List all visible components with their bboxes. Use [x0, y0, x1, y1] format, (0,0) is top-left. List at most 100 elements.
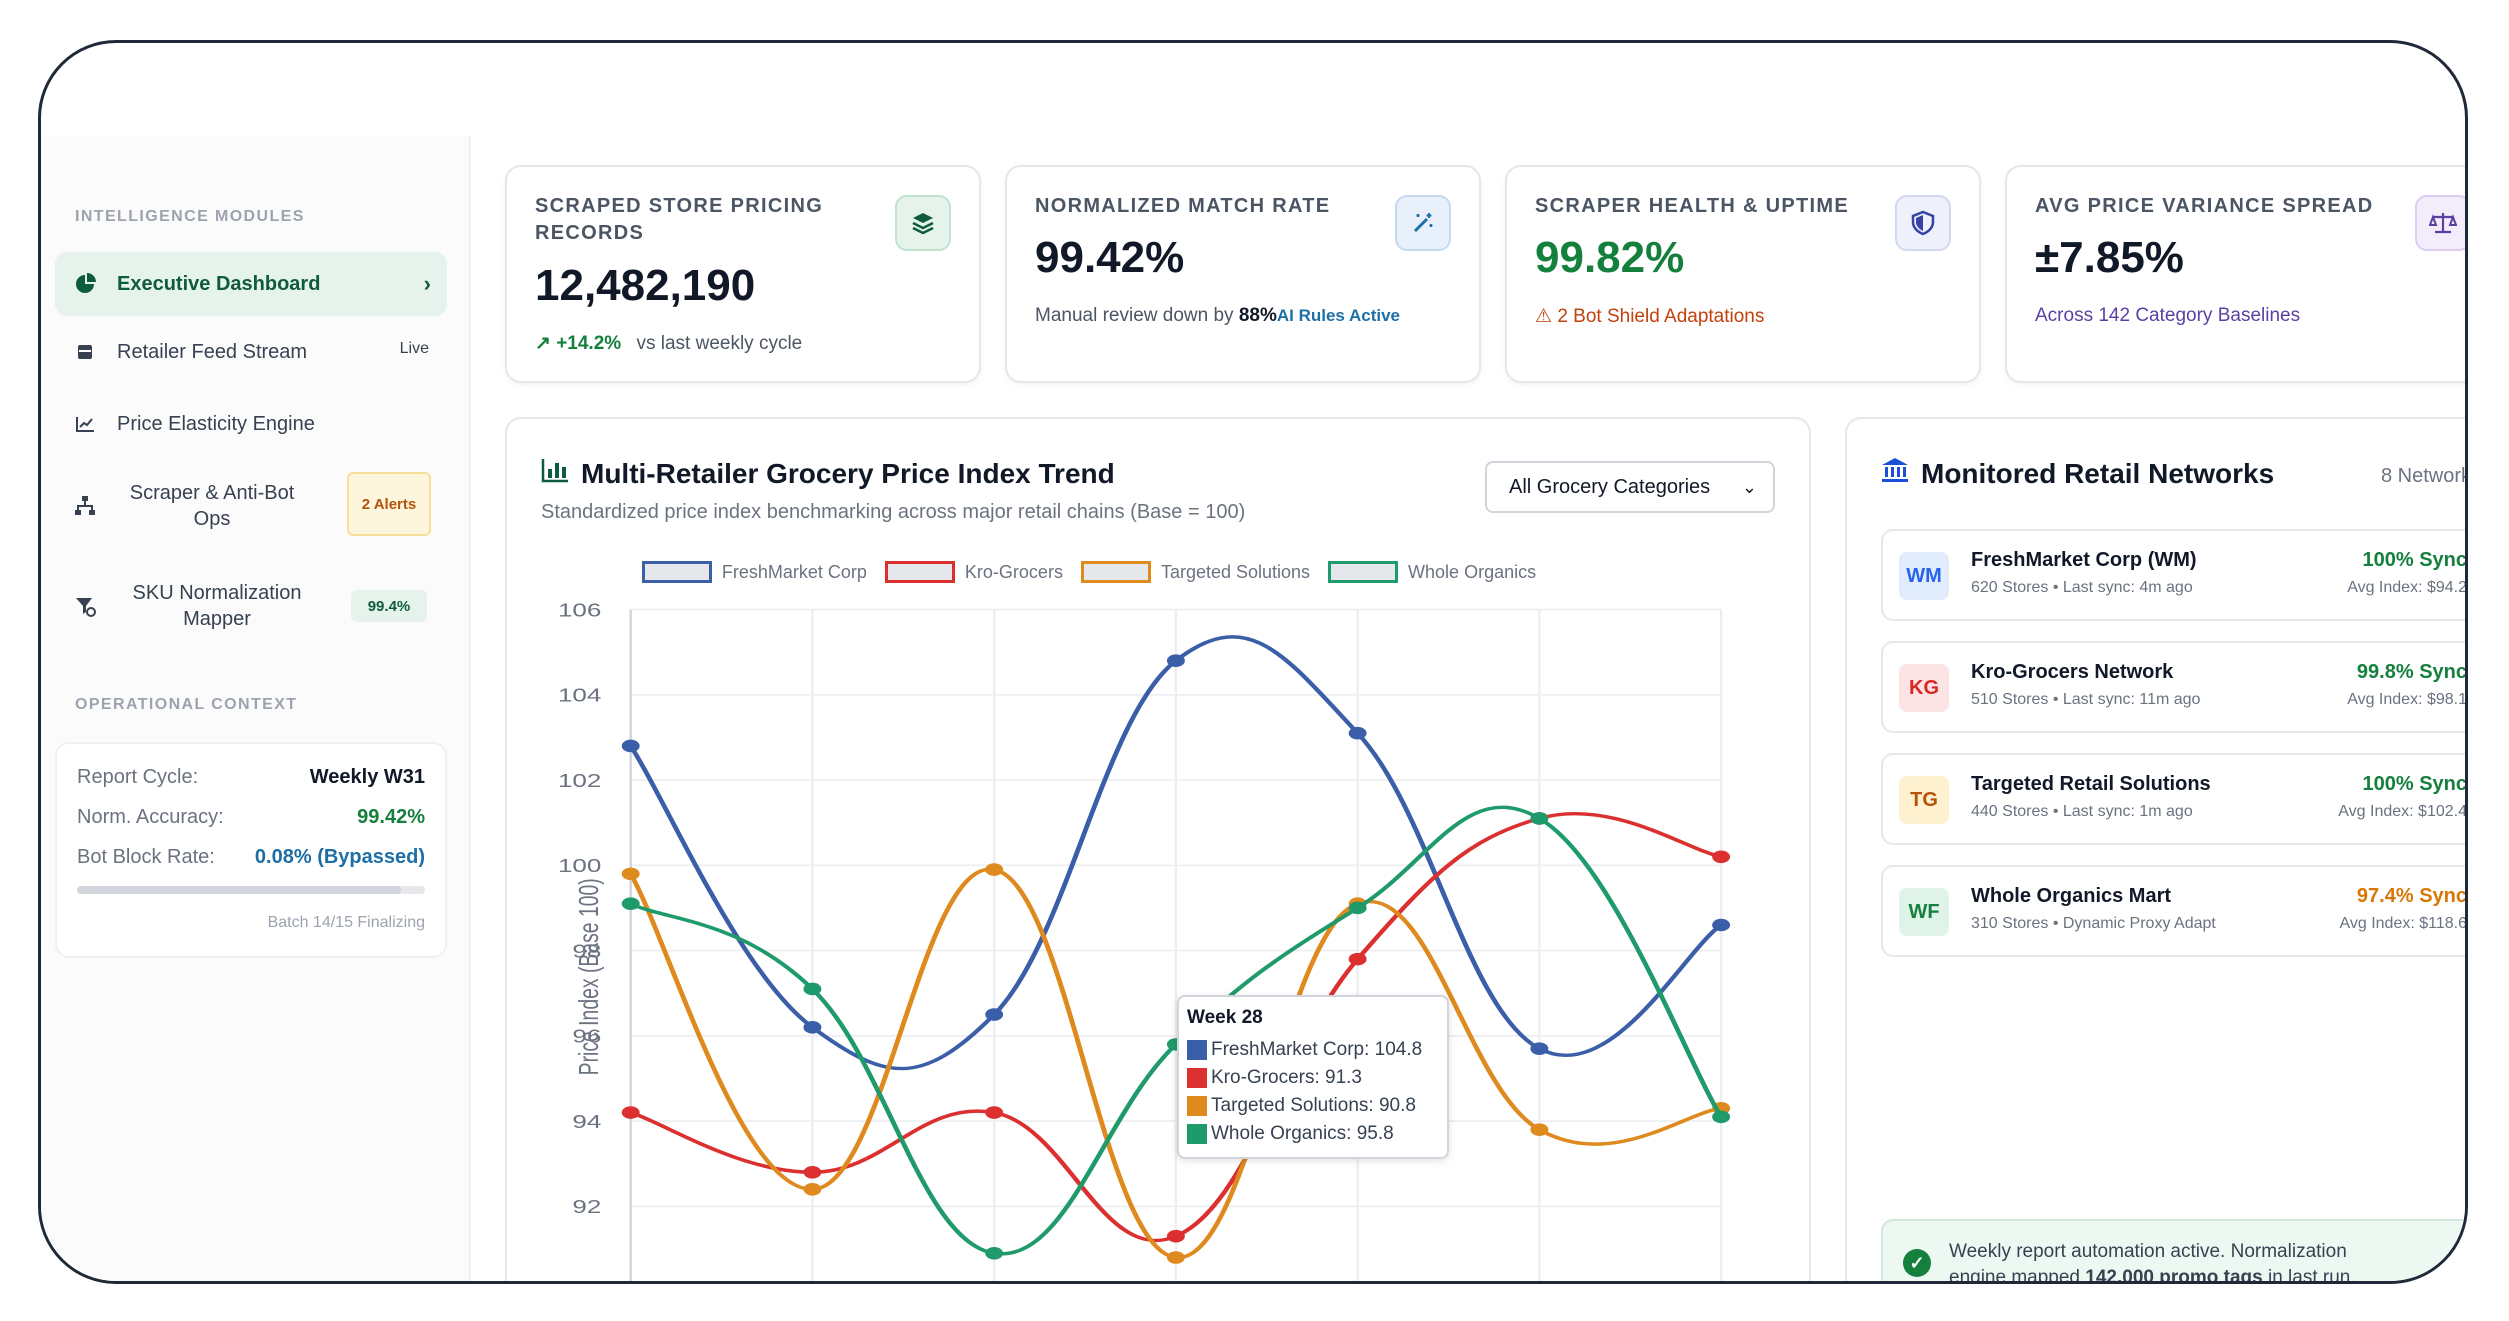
chart-title-row: Multi-Retailer Grocery Price Index Trend: [541, 457, 1115, 490]
tooltip-text: Whole Organics: 95.8: [1211, 1123, 1394, 1144]
operational-context-card: Report Cycle: Weekly W31 Norm. Accuracy:…: [55, 742, 447, 958]
section-heading-context: OPERATIONAL CONTEXT: [75, 696, 298, 713]
legend-swatch: [641, 561, 712, 583]
bank-icon: [1881, 457, 1909, 490]
chart-subtitle: Standardized price index benchmarking ac…: [541, 501, 1246, 523]
kpi-value: 12,482,190: [535, 261, 756, 310]
kpi-label: SCRAPER HEALTH & UPTIME: [1535, 195, 1849, 217]
legend-item[interactable]: Targeted Solutions: [1080, 561, 1311, 583]
live-badge: Live: [399, 340, 429, 357]
sidebar-item-label: Retailer Feed Stream: [117, 340, 308, 363]
legend-swatch: [884, 561, 955, 583]
legend-label: FreshMarket Corp: [721, 561, 867, 582]
kpi-label: NORMALIZED MATCH RATE: [1035, 195, 1331, 217]
kpi-sub: Across 142 Category Baselines: [2035, 305, 2301, 326]
data-point: [621, 867, 640, 881]
notice-bold: 142,000 promo tags: [2085, 1267, 2263, 1284]
network-avg-index: Avg Index: $98.1: [2347, 691, 2467, 708]
network-card[interactable]: WF Whole Organics Mart 310 Stores • Dynami…: [1881, 865, 2467, 957]
tooltip-text: FreshMarket Corp: 104.8: [1211, 1039, 1423, 1060]
kpi-label: SCRAPED STORE PRICING RECORDS: [535, 195, 824, 244]
data-point: [1166, 654, 1185, 667]
ai-rules-badge: AI Rules Active: [1276, 306, 1400, 325]
tooltip-swatch: [1187, 1040, 1207, 1060]
norm-accuracy-label: Norm. Accuracy:: [77, 806, 224, 828]
legend-item[interactable]: FreshMarket Corp: [641, 561, 867, 583]
network-detail: 510 Stores • Last sync: 11m ago: [1971, 691, 2201, 708]
sidebar-item-executive-dashboard[interactable]: Executive Dashboard ›: [55, 252, 447, 316]
y-tick-label: 90: [572, 1282, 601, 1284]
data-point: [803, 1165, 822, 1179]
tooltip-swatch: [1187, 1096, 1207, 1116]
sidebar-item-label: Price Elasticity Engine: [117, 412, 315, 435]
batch-progress-track: [77, 886, 425, 894]
network-avg-index: Avg Index: $102.4: [2338, 803, 2467, 820]
network-detail: 310 Stores • Dynamic Proxy Adapt: [1971, 915, 2216, 932]
data-point: [985, 1106, 1004, 1119]
networks-title-row: Monitored Retail Networks: [1881, 457, 2274, 490]
bot-block-label: Bot Block Rate:: [77, 846, 215, 868]
data-point: [621, 1106, 640, 1119]
sidebar-item-scraper-ops[interactable]: Scraper & Anti-Bot Ops 2 Alerts: [55, 466, 447, 546]
data-point: [985, 1246, 1004, 1260]
data-point: [1348, 952, 1367, 966]
tooltip-swatch: [1187, 1124, 1207, 1144]
kpi-card-price-variance: AVG PRICE VARIANCE SPREAD ±7.85% Across …: [2005, 165, 2465, 383]
y-tick-label: 92: [572, 1197, 601, 1217]
filter-icon: [73, 594, 97, 618]
network-avg-index: Avg Index: $94.2: [2347, 579, 2467, 596]
y-tick-label: 100: [558, 856, 601, 876]
network-card[interactable]: WM FreshMarket Corp (WM) 620 Stores • Last…: [1881, 529, 2467, 621]
notice-text: in last run.: [2262, 1267, 2356, 1284]
network-card[interactable]: TG Targeted Retail Solutions 440 Stores • …: [1881, 753, 2467, 845]
tooltip-line: Whole Organics: 95.8: [1187, 1123, 1394, 1145]
automation-notice: ✓ Weekly report automation active. Norma…: [1881, 1219, 2465, 1284]
network-name: Targeted Retail Solutions: [1971, 773, 2211, 795]
sidebar-item-retailer-feed-stream[interactable]: Retailer Feed Stream Live: [55, 324, 447, 380]
data-point: [1712, 1110, 1731, 1124]
kpi-sub-row: ⚠ 2 Bot Shield Adaptations: [1535, 305, 1764, 328]
category-filter-select[interactable]: All Grocery Categories ⌄: [1485, 461, 1775, 513]
report-cycle-value: Weekly W31: [309, 766, 425, 788]
network-name: Kro-Grocers Network: [1971, 661, 2174, 683]
kpi-sub-row: Manual review down by 88%AI Rules Active: [1035, 305, 1400, 327]
tooltip-line: Kro-Grocers: 91.3: [1187, 1067, 1362, 1089]
data-point: [803, 1183, 822, 1196]
y-tick-label: 104: [558, 685, 601, 705]
network-icon: [73, 494, 97, 518]
chevron-down-icon: ⌄: [1741, 476, 1757, 497]
legend-swatch: [1328, 561, 1399, 583]
bot-block-row: Bot Block Rate: 0.08% (Bypassed): [77, 846, 425, 869]
kpi-value: ±7.85%: [2035, 233, 2184, 282]
price-index-chart: Price Index (Base 100) 90 92 94 96 98 100 102 1…: [558, 600, 1731, 1284]
section-heading-modules: INTELLIGENCE MODULES: [75, 208, 305, 225]
y-axis-label: Price Index (Base 100): [574, 878, 605, 1075]
legend-item[interactable]: Kro-Grocers: [884, 561, 1063, 583]
data-point: [1348, 726, 1367, 740]
batch-status: Batch 14/15 Finalizing: [267, 914, 425, 931]
network-sync: 100% Sync: [2362, 773, 2467, 795]
legend-item[interactable]: Whole Organics: [1328, 561, 1536, 583]
batch-progress-fill: [77, 886, 401, 894]
automation-notice-text: Weekly report automation active. Normali…: [1949, 1239, 2356, 1284]
data-point: [1166, 1229, 1185, 1243]
notice-line: engine mapped 142,000 promo tags in last…: [1949, 1265, 2356, 1284]
legend-label: Targeted Solutions: [1160, 561, 1311, 582]
sidebar: INTELLIGENCE MODULES Executive Dashboard…: [41, 136, 471, 1281]
network-sync: 97.4% Sync: [2356, 885, 2467, 907]
legend-swatch: [1080, 561, 1151, 583]
network-detail: 440 Stores • Last sync: 1m ago: [1971, 803, 2193, 820]
network-card[interactable]: KG Kro-Grocers Network 510 Stores • Last s…: [1881, 641, 2467, 733]
network-abbr-badge: KG: [1899, 664, 1949, 712]
chart-tooltip: Week 28 FreshMarket Corp: 104.8 Kro-Groc…: [1177, 995, 1449, 1159]
alerts-badge: 2 Alerts: [347, 472, 431, 536]
y-tick-label: 96: [572, 1026, 601, 1046]
data-point: [1530, 1042, 1549, 1055]
sidebar-item-price-elasticity-engine[interactable]: Price Elasticity Engine: [55, 396, 447, 452]
sidebar-item-sku-normalization-mapper[interactable]: SKU Normalization Mapper 99.4%: [55, 566, 447, 646]
tooltip-line: FreshMarket Corp: 104.8: [1187, 1039, 1422, 1061]
network-detail: 620 Stores • Last sync: 4m ago: [1971, 579, 2193, 596]
line-chart-icon: [73, 412, 97, 436]
tooltip-text: Targeted Solutions: 90.8: [1211, 1095, 1416, 1116]
sidebar-item-label: SKU Normalization Mapper: [132, 582, 302, 630]
